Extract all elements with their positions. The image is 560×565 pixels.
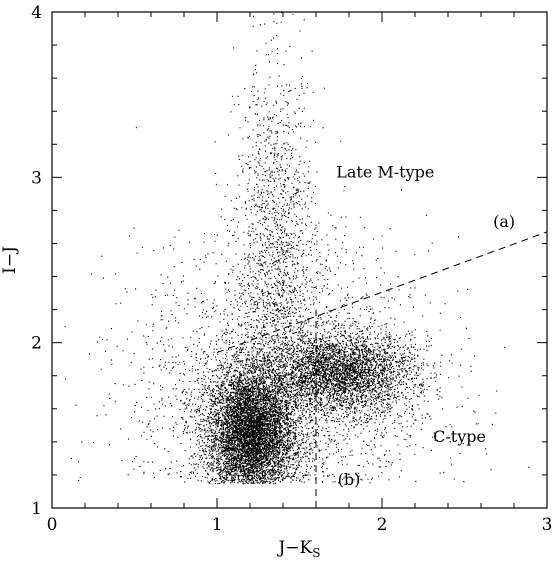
- y-axis-label: I−J: [0, 246, 20, 274]
- scatter-points: [64, 12, 530, 485]
- reference-line: [216, 231, 548, 354]
- y-tick-label: 4: [31, 3, 42, 23]
- annotation-label: C-type: [433, 427, 486, 446]
- x-tick-label: 0: [47, 515, 58, 535]
- y-tick-label: 3: [31, 168, 42, 188]
- x-axis-label: J−KS: [277, 538, 321, 560]
- x-axis-label-subscript: S: [312, 546, 320, 560]
- annotations: Late M-type (a) C-type (b): [336, 162, 515, 489]
- x-tick-label: 3: [542, 515, 553, 535]
- plot-frame: [51, 11, 548, 509]
- reference-lines: [216, 231, 548, 508]
- data-points: [64, 12, 530, 485]
- x-axis-label-main: J−K: [277, 538, 313, 558]
- y-tick-label: 2: [31, 334, 42, 354]
- annotation-label: Late M-type: [336, 162, 434, 181]
- y-tick-label: 1: [31, 499, 42, 519]
- x-tick-label: 2: [377, 515, 388, 535]
- annotation-label: (b): [338, 470, 361, 489]
- annotation-label: (a): [493, 212, 515, 231]
- x-tick-label: 1: [212, 515, 223, 535]
